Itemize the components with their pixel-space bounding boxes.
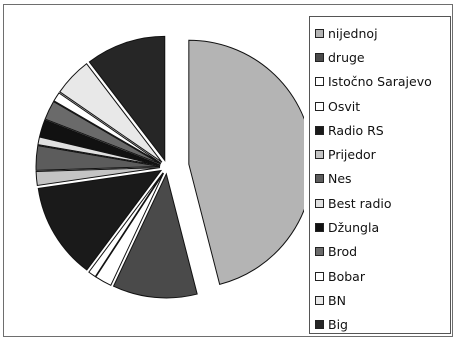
legend-swatch (315, 320, 324, 330)
pie-slice-dzungla (39, 119, 161, 166)
legend-label: druge (328, 49, 365, 65)
legend-item-best-radio: Best radio (310, 191, 450, 215)
pie-slice-radio-rs (37, 169, 163, 271)
pie-chart (35, 35, 304, 299)
legend-item-bobar: Bobar (310, 264, 450, 288)
legend-item-nijednoj: nijednoj (310, 21, 450, 45)
legend-swatch (315, 223, 324, 233)
legend-label: Prijedor (328, 147, 376, 163)
legend-label: Džungla (328, 220, 380, 236)
legend-item-druge: druge (310, 45, 450, 69)
pie-slice-bobar (53, 92, 162, 164)
pie-slice-nijednoj (188, 39, 304, 285)
pie-slice-druge (112, 172, 198, 299)
legend-label: Istočno Sarajevo (328, 74, 432, 90)
legend-label: BN (328, 292, 346, 308)
pie-slice-big (88, 35, 166, 162)
legend-swatch (315, 101, 324, 111)
legend-swatch (315, 52, 324, 62)
legend-item-bn: BN (310, 288, 450, 312)
pie-slice-nes (35, 145, 161, 171)
pie-slice-prijedor (35, 167, 161, 187)
legend-swatch (315, 271, 324, 281)
pie-slice-osvit (88, 172, 164, 278)
chart-area: nijednoj druge Istočno Sarajevo Osvit Radio … (3, 4, 453, 337)
legend-label: Nes (328, 171, 352, 187)
pie-slice-bn (59, 63, 163, 163)
legend-swatch (315, 174, 324, 184)
legend-swatch (315, 247, 324, 257)
legend-item-brod: Brod (310, 240, 450, 264)
legend-label: Big (328, 317, 348, 333)
legend-label: nijednoj (328, 25, 378, 41)
legend-item-osvit: Osvit (310, 94, 450, 118)
legend-swatch (315, 150, 324, 160)
legend-label: Brod (328, 244, 358, 260)
legend-item-istocno-sarajevo: Istočno Sarajevo (310, 70, 450, 94)
legend-swatch (315, 77, 324, 87)
legend-swatch (315, 295, 324, 305)
legend-swatch (315, 28, 324, 38)
legend-label: Radio RS (328, 122, 384, 138)
pie-slice-istocno-sarajevo (95, 172, 165, 286)
legend-label: Best radio (328, 195, 392, 211)
pie-slice-brod (44, 100, 161, 165)
legend-item-dzungla: Džungla (310, 215, 450, 239)
legend-swatch (315, 125, 324, 135)
pie-slice-best-radio (37, 136, 161, 167)
legend-label: Osvit (328, 98, 361, 114)
legend-item-nes: Nes (310, 167, 450, 191)
legend-label: Bobar (328, 268, 365, 284)
legend: nijednoj druge Istočno Sarajevo Osvit Radio … (309, 16, 451, 334)
legend-item-big: Big (310, 313, 450, 337)
legend-item-prijedor: Prijedor (310, 142, 450, 166)
legend-swatch (315, 198, 324, 208)
legend-item-radio-rs: Radio RS (310, 118, 450, 142)
